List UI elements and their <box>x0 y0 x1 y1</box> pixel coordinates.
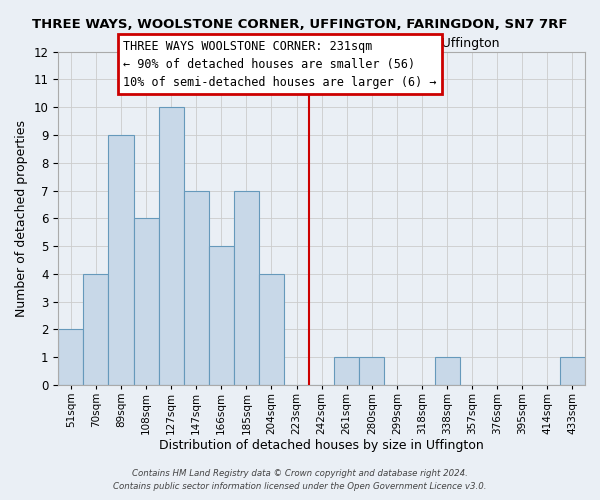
Bar <box>334 357 359 385</box>
Text: THREE WAYS, WOOLSTONE CORNER, UFFINGTON, FARINGDON, SN7 7RF: THREE WAYS, WOOLSTONE CORNER, UFFINGTON,… <box>32 18 568 30</box>
Text: Contains HM Land Registry data © Crown copyright and database right 2024.
Contai: Contains HM Land Registry data © Crown c… <box>113 469 487 491</box>
X-axis label: Distribution of detached houses by size in Uffington: Distribution of detached houses by size … <box>159 440 484 452</box>
Bar <box>234 190 259 385</box>
Bar <box>184 190 209 385</box>
Bar <box>259 274 284 385</box>
Bar <box>434 357 460 385</box>
Bar <box>359 357 385 385</box>
Bar <box>158 107 184 385</box>
Y-axis label: Number of detached properties: Number of detached properties <box>15 120 28 317</box>
Bar <box>58 330 83 385</box>
Text: THREE WAYS WOOLSTONE CORNER: 231sqm
← 90% of detached houses are smaller (56)
10: THREE WAYS WOOLSTONE CORNER: 231sqm ← 90… <box>124 40 437 88</box>
Bar <box>134 218 158 385</box>
Title: Size of property relative to detached houses in Uffington: Size of property relative to detached ho… <box>144 38 499 51</box>
Bar <box>109 135 134 385</box>
Bar <box>209 246 234 385</box>
Bar <box>560 357 585 385</box>
Bar <box>83 274 109 385</box>
